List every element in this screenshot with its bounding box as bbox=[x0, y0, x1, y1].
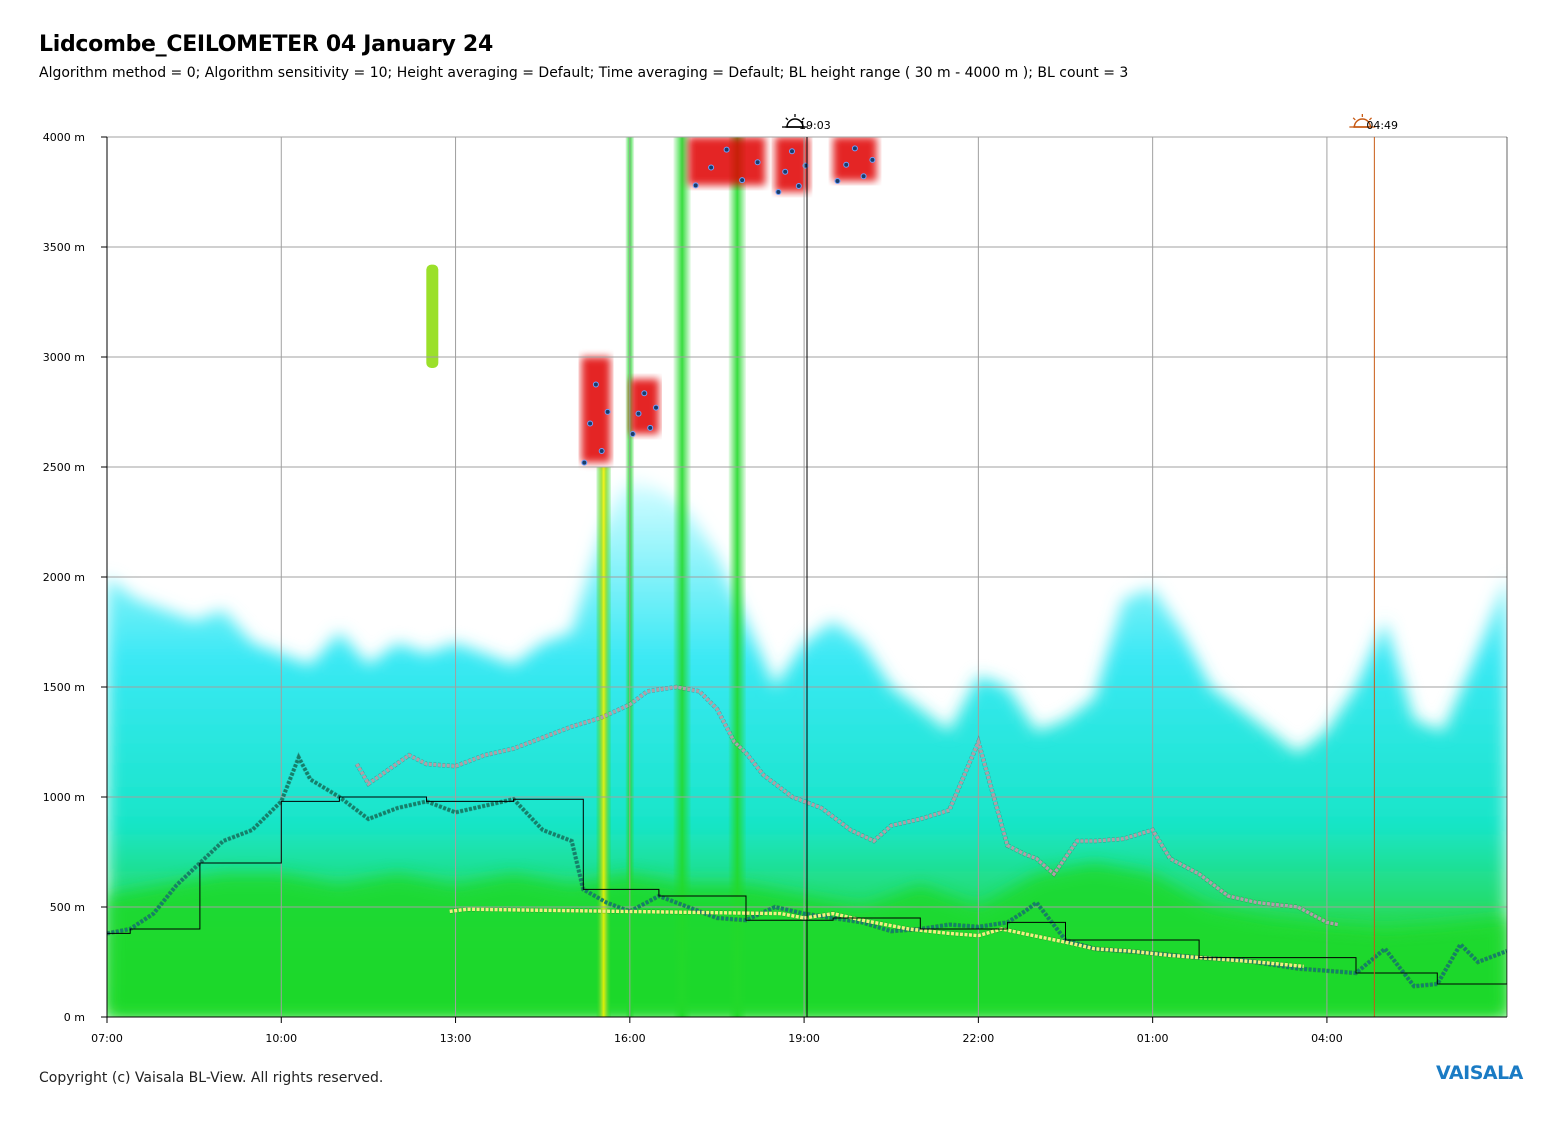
sunset-time-label: 19:03 bbox=[799, 119, 831, 132]
cloud-base-dot bbox=[587, 420, 594, 427]
cloud-base-dot bbox=[653, 404, 659, 411]
cloud-base-dot bbox=[641, 390, 648, 397]
x-tick-label: 07:00 bbox=[91, 1032, 123, 1045]
bl-series-line-2 bbox=[355, 685, 1339, 927]
x-tick-label: 22:00 bbox=[963, 1032, 995, 1045]
x-tick-label: 10:00 bbox=[265, 1032, 297, 1045]
y-tick-label: 0 m bbox=[64, 1011, 85, 1024]
cloud-base-dot bbox=[754, 159, 761, 166]
cloud-layer bbox=[687, 137, 766, 186]
cloud-base-dot bbox=[604, 408, 611, 415]
chart-title: Lidcombe_CEILOMETER 04 January 24 bbox=[39, 32, 493, 57]
cloud-base-dot bbox=[723, 146, 730, 153]
y-tick-label: 500 m bbox=[50, 901, 85, 914]
y-tick-label: 2000 m bbox=[43, 571, 85, 584]
cloud-base-dot bbox=[647, 424, 654, 431]
x-tick-label: 16:00 bbox=[614, 1032, 646, 1045]
copyright-text: Copyright (c) Vaisala BL-View. All right… bbox=[39, 1070, 384, 1086]
cloud-layer bbox=[833, 137, 877, 181]
plume-column bbox=[596, 467, 611, 1017]
cloud-base-dot bbox=[843, 161, 850, 168]
x-tick-label: 19:00 bbox=[788, 1032, 820, 1045]
cloud-base-dot bbox=[708, 164, 715, 171]
x-tick-label: 01:00 bbox=[1137, 1032, 1169, 1045]
cloud-base-dot bbox=[789, 148, 795, 155]
sunrise-time-label: 04:49 bbox=[1366, 119, 1398, 132]
y-tick-label: 1500 m bbox=[43, 681, 85, 694]
cloud-base-dot bbox=[795, 183, 802, 189]
cloud-base-dot bbox=[629, 431, 636, 437]
y-tick-label: 4000 m bbox=[43, 131, 85, 144]
y-tick-label: 1000 m bbox=[43, 791, 85, 804]
vaisala-logo: VAISALA bbox=[1436, 1062, 1523, 1084]
cloud-base-dot bbox=[851, 145, 858, 152]
sunset-icon bbox=[782, 114, 808, 128]
chart-subtitle: Algorithm method = 0; Algorithm sensitiv… bbox=[39, 65, 1129, 81]
cloud-base-dot bbox=[635, 410, 642, 417]
cloud-base-dot bbox=[860, 173, 867, 180]
bl-step-line bbox=[107, 796, 1507, 985]
cloud-base-dot bbox=[692, 182, 699, 189]
y-tick-label: 3000 m bbox=[43, 351, 85, 364]
y-tick-label: 3500 m bbox=[43, 241, 85, 254]
axes: 0 m 500 m 1000 m 1500 m 2000 m 2500 m 3000 m 35… bbox=[43, 131, 1508, 1045]
x-tick-label: 04:00 bbox=[1311, 1032, 1343, 1045]
cloud-base-dot bbox=[592, 381, 599, 388]
x-tick-label: 13:00 bbox=[440, 1032, 472, 1045]
bl-height-series bbox=[107, 684, 1507, 989]
sun-markers: 19:03 04:49 bbox=[782, 114, 1398, 1017]
cloud-base-dot bbox=[782, 168, 789, 175]
cloud-base-dot bbox=[581, 459, 588, 466]
cloud-base-dot bbox=[598, 448, 605, 454]
cloud-base-dot bbox=[834, 178, 841, 184]
cloud-base-dot bbox=[775, 189, 782, 195]
y-tick-label: 2500 m bbox=[43, 461, 85, 474]
cloud-base-dot bbox=[739, 177, 746, 184]
sunrise-icon bbox=[1349, 114, 1376, 128]
elevated-layer bbox=[426, 264, 439, 368]
cloud-base-dot bbox=[869, 156, 876, 163]
